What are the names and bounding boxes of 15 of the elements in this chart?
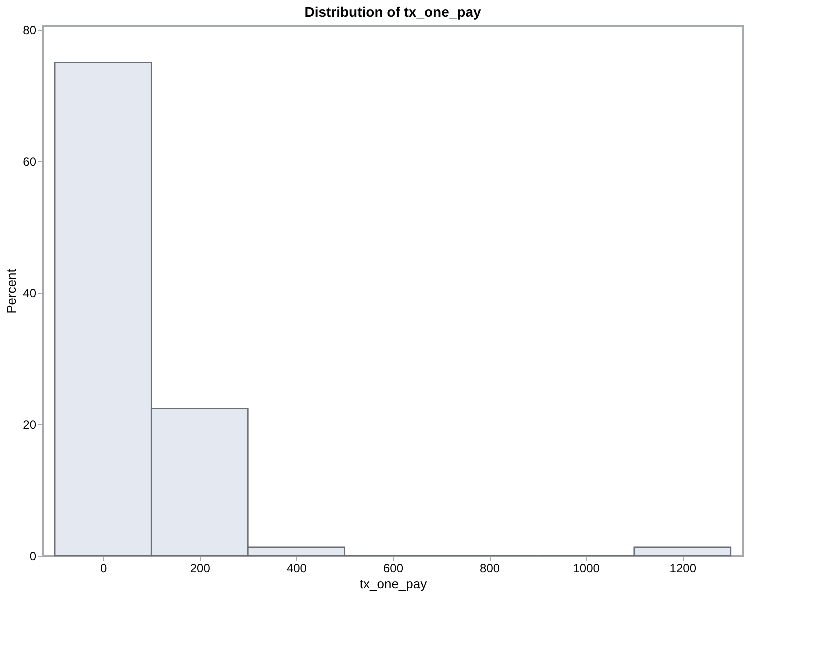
x-tick-label: 800: [480, 562, 500, 576]
y-axis-title: Percent: [4, 268, 20, 314]
x-tick-label: 0: [100, 562, 108, 576]
x-tick-label: 400: [286, 562, 308, 576]
y-tick-label: 40: [23, 286, 37, 300]
chart-title: Distribution of tx_one_pay: [304, 4, 482, 20]
x-tick-label: 1000: [573, 562, 600, 576]
x-axis-title: tx_one_pay: [360, 576, 428, 592]
y-tick-label: 20: [23, 418, 37, 432]
x-tick-label: 600: [383, 562, 404, 576]
y-tick-label: 0: [30, 550, 37, 564]
x-tick-label: 1200: [670, 562, 697, 576]
x-tick-label: 200: [190, 562, 211, 576]
y-tick-label: 80: [23, 23, 37, 38]
y-tick-label: 60: [23, 154, 37, 169]
